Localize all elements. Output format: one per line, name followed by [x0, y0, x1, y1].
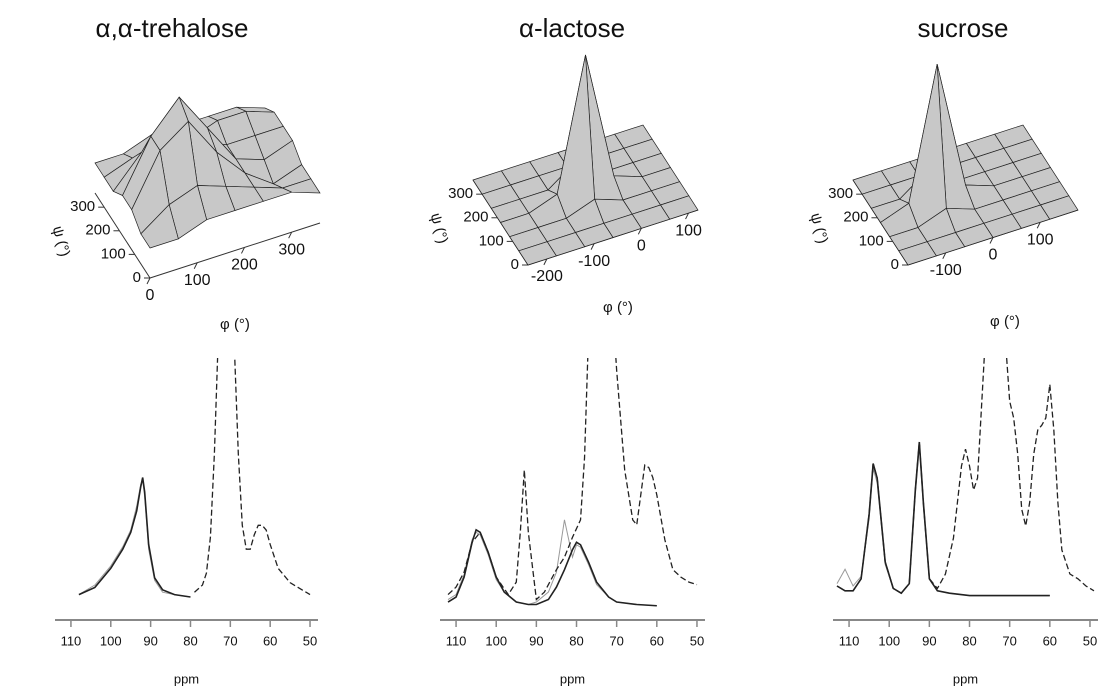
x-tick-label: 70: [609, 633, 623, 648]
spectrum-line: [447, 358, 698, 601]
x-tick-label: 110: [61, 633, 82, 648]
x-tick: [637, 228, 642, 235]
x-tick-label: 50: [690, 633, 704, 648]
chart-title: sucrose: [917, 13, 1008, 43]
x-tick: [240, 247, 245, 254]
x-tick: [942, 252, 947, 260]
y-axis-label: ψ (°): [807, 211, 831, 245]
x-axis-label: φ (°): [990, 313, 1020, 330]
spectrum-line: [78, 477, 191, 598]
x-tick-label: 100: [675, 222, 702, 239]
spectrum-line: [447, 528, 657, 607]
x-axis-label: φ (°): [220, 316, 250, 333]
y-tick-label: 200: [463, 209, 488, 226]
x-tick: [146, 277, 151, 285]
x-tick-label: 60: [1043, 633, 1057, 648]
y-axis-label: ψ (°): [427, 211, 451, 245]
x-tick-label: 80: [569, 633, 583, 648]
y-tick-label: 100: [479, 232, 504, 249]
x-tick-label: 0: [989, 247, 998, 264]
y-tick-label: 100: [101, 245, 126, 262]
y-tick-label: 300: [828, 185, 853, 202]
chart-title: α-lactose: [519, 13, 625, 43]
x-tick: [543, 258, 548, 266]
x-tick-label: 100: [184, 272, 211, 289]
x-tick-label: -200: [531, 268, 563, 285]
x-tick-label: 60: [263, 633, 277, 648]
y-axis-label: ψ (°): [49, 224, 73, 258]
surface-cell: [898, 241, 937, 266]
x-tick-label: 110: [839, 633, 860, 648]
spectrum-line: [78, 477, 191, 598]
x-tick-label: 70: [1002, 633, 1016, 648]
x-tick-label: 0: [637, 238, 646, 255]
y-tick-label: 0: [891, 256, 899, 273]
x-tick-label: 200: [231, 257, 258, 274]
x-tick: [1036, 221, 1041, 229]
y-tick-label: 100: [859, 232, 884, 249]
y-tick-label: 0: [511, 256, 519, 273]
x-tick-label: 100: [878, 633, 900, 648]
x-tick-label: 80: [183, 633, 197, 648]
x-tick-label: 90: [143, 633, 157, 648]
x-tick-label: 60: [650, 633, 664, 648]
surface-cell: [518, 241, 557, 266]
y-tick-label: 200: [843, 209, 868, 226]
x-axis-label: ppm: [560, 671, 585, 686]
x-tick: [288, 231, 293, 239]
x-tick-label: 80: [962, 633, 976, 648]
y-tick-label: 0: [133, 269, 141, 286]
x-tick-label: 300: [278, 241, 305, 258]
x-tick-label: 50: [303, 633, 317, 648]
x-axis-label: ppm: [953, 671, 978, 686]
x-axis-label: φ (°): [603, 299, 633, 316]
x-tick-label: 100: [1027, 231, 1054, 248]
x-tick-label: -100: [930, 262, 962, 279]
x-tick-label: 100: [100, 633, 122, 648]
x-tick: [989, 237, 994, 244]
x-tick-label: 90: [529, 633, 543, 648]
x-tick-label: 90: [922, 633, 936, 648]
y-tick-label: 300: [448, 185, 473, 202]
x-tick-label: 110: [446, 633, 467, 648]
spectrum-line: [836, 358, 1095, 595]
surface-cell: [140, 203, 179, 249]
x-tick: [685, 212, 690, 220]
x-tick-label: -100: [578, 253, 610, 270]
y-tick-label: 300: [70, 198, 95, 215]
x-tick-label: 0: [146, 287, 155, 304]
x-tick: [193, 262, 198, 269]
spectrum-line: [194, 358, 311, 596]
x-tick-label: 100: [485, 633, 507, 648]
x-tick-label: 70: [223, 633, 237, 648]
x-tick-label: 50: [1083, 633, 1097, 648]
y-tick-label: 200: [85, 222, 110, 239]
x-tick: [590, 243, 595, 250]
x-axis-label: ppm: [174, 671, 199, 686]
chart-title: α,α-trehalose: [96, 13, 249, 43]
